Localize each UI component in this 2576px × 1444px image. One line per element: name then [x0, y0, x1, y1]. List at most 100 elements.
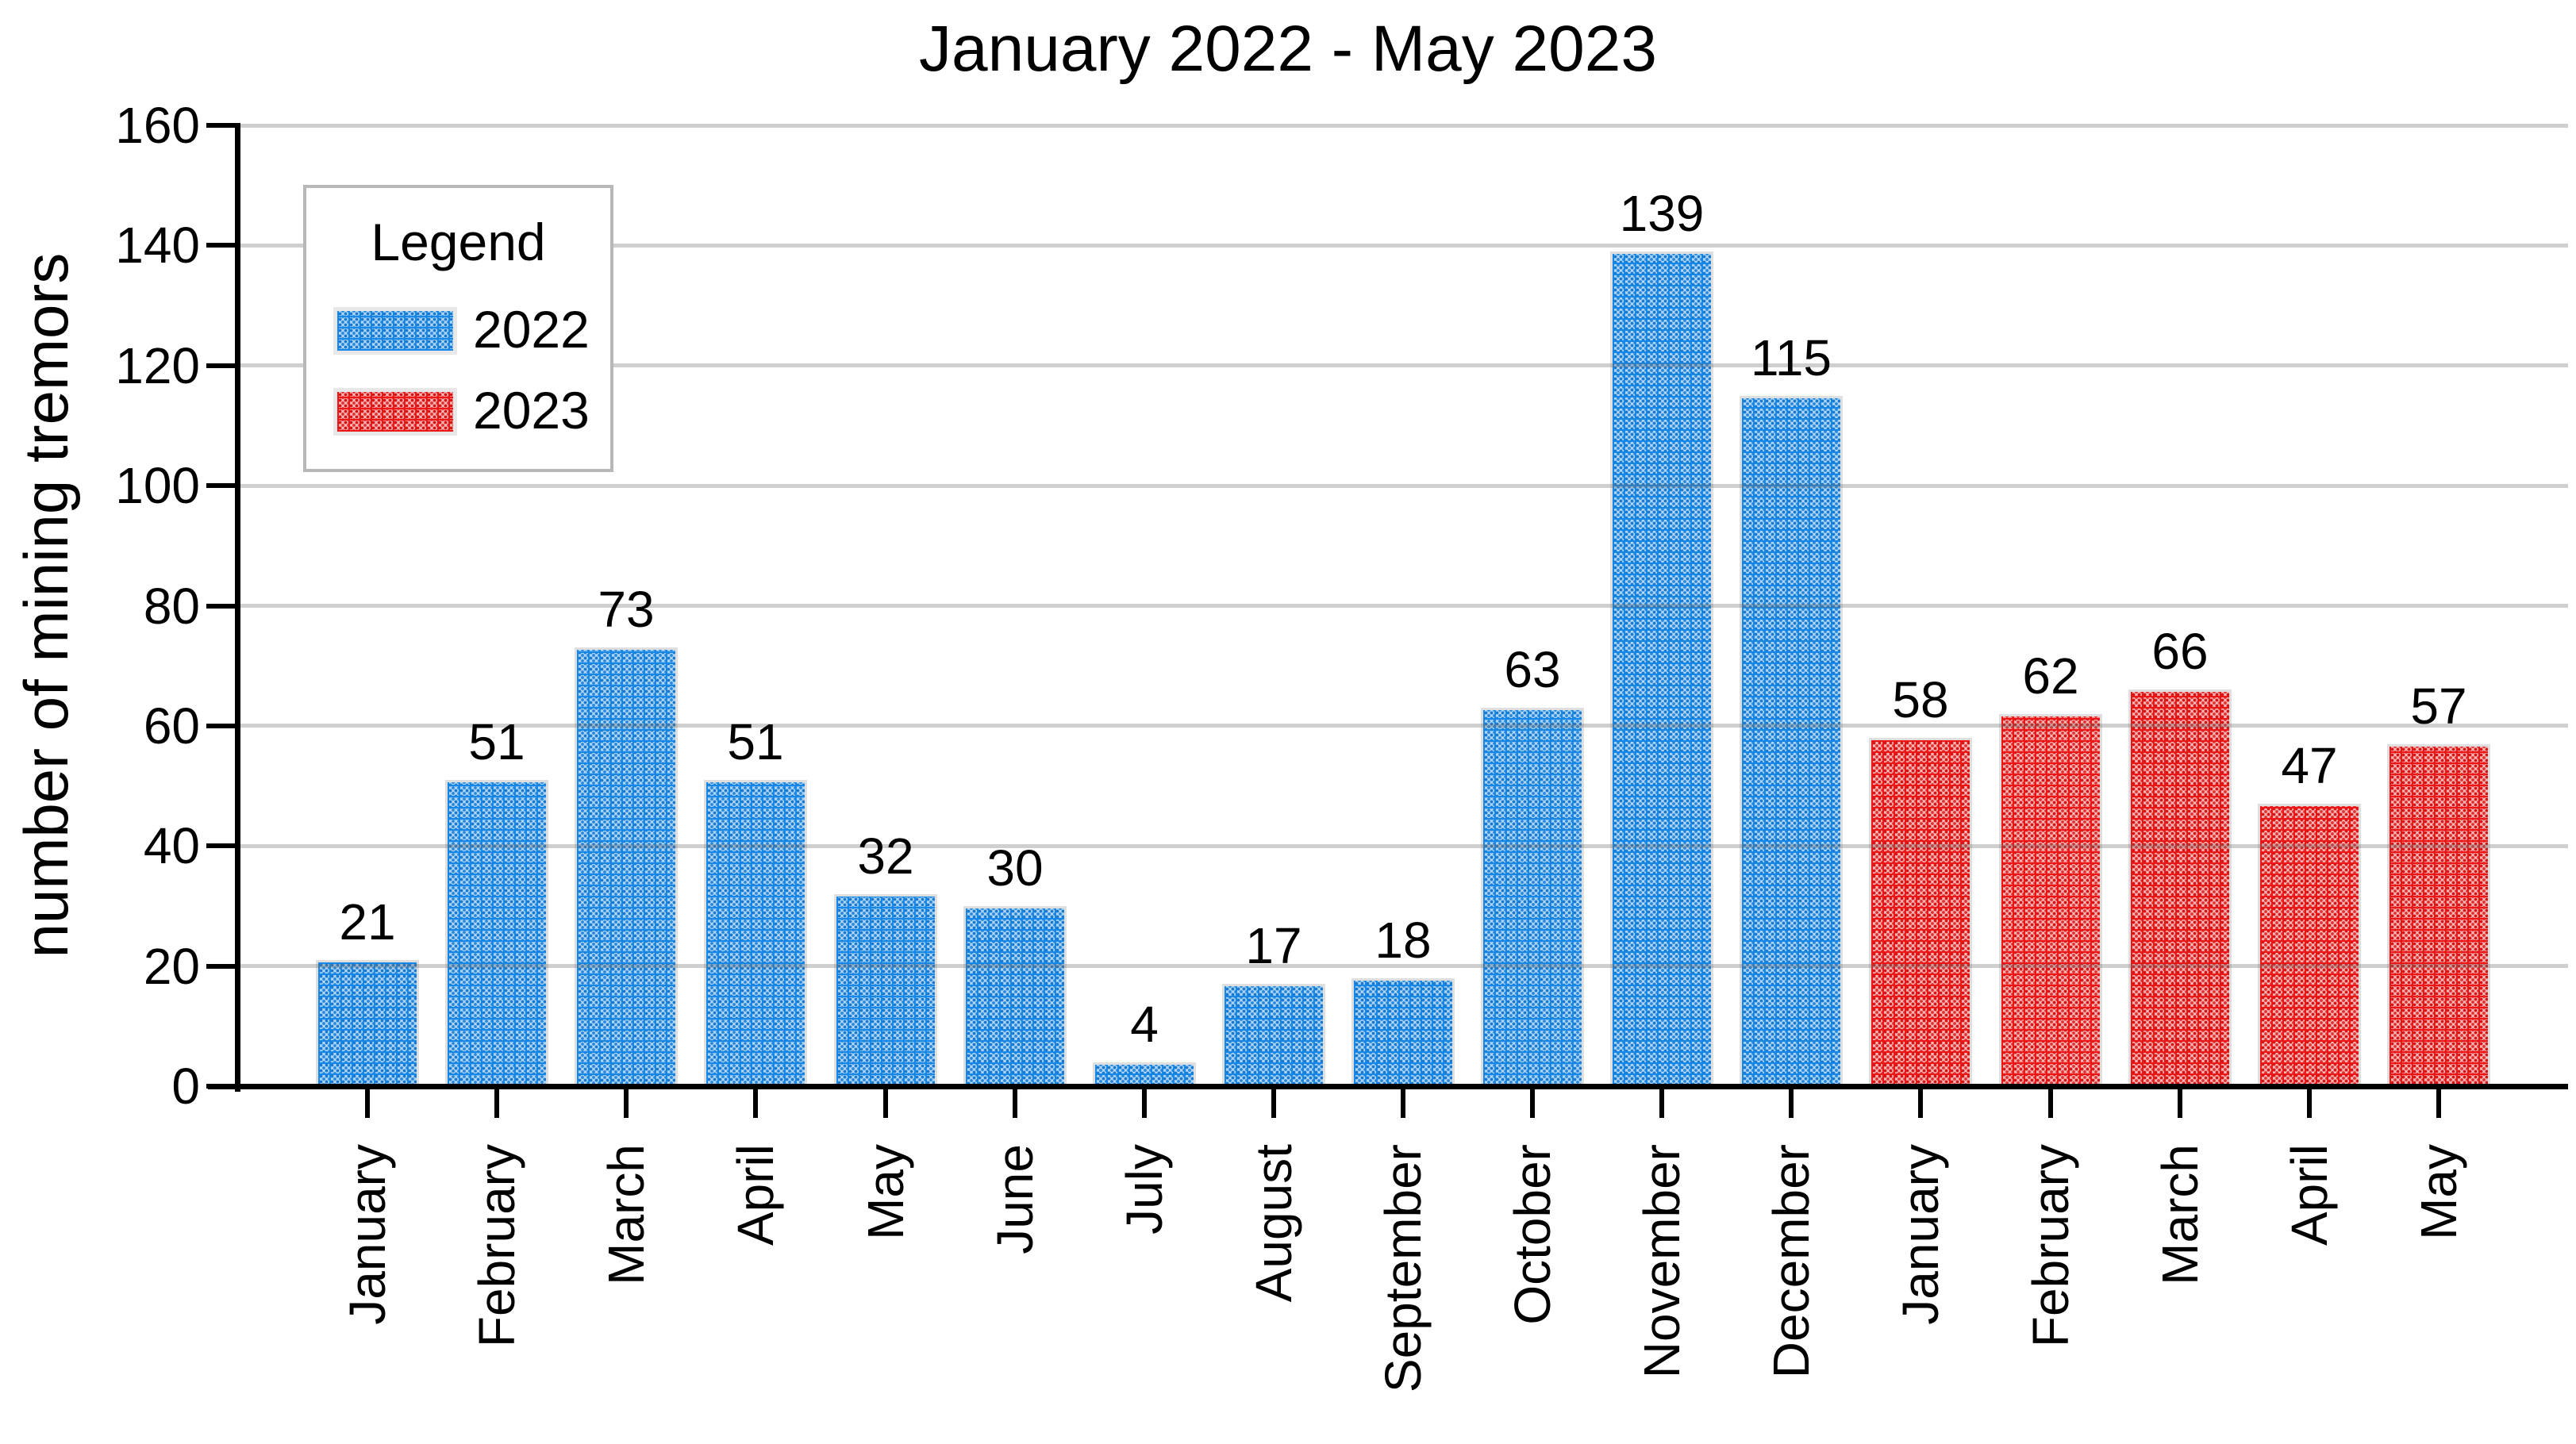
y-tick-label-100: 100	[115, 457, 200, 514]
y-tick-label-160: 160	[115, 97, 200, 154]
bar-value-label-january-2022: 21	[339, 893, 396, 951]
gridline-y-120	[238, 363, 2568, 367]
bar-value-label-june-2022: 30	[986, 839, 1044, 897]
x-tick-16	[2436, 1089, 2441, 1118]
bar-value-label-april-2023: 47	[2281, 737, 2338, 794]
bar-value-label-november-2022: 139	[1619, 185, 1705, 242]
gridline-y-100	[238, 484, 2568, 488]
y-tick-label-120: 120	[115, 337, 200, 394]
bar-march-2022	[575, 647, 678, 1089]
y-axis-line	[235, 123, 240, 1092]
y-tick-80	[206, 604, 235, 609]
y-tick-120	[206, 363, 235, 368]
x-tick-label-january-2023: January	[1892, 1144, 1949, 1325]
x-tick-label-january-2022: January	[339, 1144, 396, 1325]
x-tick-10	[1659, 1089, 1664, 1118]
bar-november-2022	[1610, 252, 1713, 1089]
x-tick-label-december-2022: December	[1763, 1144, 1820, 1379]
bar-value-label-may-2022: 32	[857, 828, 914, 885]
x-tick-label-september-2022: September	[1375, 1144, 1432, 1393]
x-tick-label-august-2022: August	[1245, 1144, 1302, 1303]
y-tick-160	[206, 123, 235, 128]
bar-april-2022	[704, 780, 807, 1089]
legend-label-2022: 2022	[473, 300, 590, 359]
x-tick-8	[1401, 1089, 1405, 1118]
x-axis-line	[208, 1084, 2568, 1089]
legend-title: Legend	[371, 213, 546, 271]
legend: Legend 2022 2023	[303, 185, 613, 472]
y-tick-60	[206, 724, 235, 728]
y-tick-label-80: 80	[143, 578, 200, 635]
bar-june-2022	[963, 906, 1067, 1089]
y-tick-label-0: 0	[171, 1058, 200, 1115]
gridline-y-20	[238, 964, 2568, 968]
y-tick-label-40: 40	[143, 817, 200, 874]
x-tick-3	[753, 1089, 758, 1118]
bar-april-2023	[2258, 804, 2361, 1089]
y-tick-140	[206, 243, 235, 248]
x-tick-label-july-2022: July	[1116, 1144, 1173, 1235]
x-tick-2	[624, 1089, 629, 1118]
x-tick-label-may-2023: May	[2410, 1144, 2467, 1240]
bar-value-label-december-2022: 115	[1750, 329, 1832, 386]
y-tick-label-20: 20	[143, 938, 200, 995]
x-tick-label-april-2023: April	[2281, 1144, 2338, 1246]
x-tick-label-june-2022: June	[986, 1144, 1044, 1254]
x-tick-12	[1918, 1089, 1923, 1118]
legend-swatch-2023	[333, 388, 457, 436]
bar-value-label-april-2022: 51	[727, 713, 784, 770]
bar-value-label-march-2022: 73	[598, 581, 655, 638]
y-tick-100	[206, 483, 235, 488]
chart-title: January 2022 - May 2023	[919, 13, 1657, 85]
bar-february-2023	[1999, 714, 2102, 1089]
x-tick-label-february-2023: February	[2022, 1144, 2079, 1348]
bar-february-2022	[445, 780, 548, 1089]
gridline-y-80	[238, 604, 2568, 608]
bar-value-label-august-2022: 17	[1245, 917, 1302, 974]
x-tick-label-february-2022: February	[468, 1144, 525, 1348]
x-tick-label-march-2023: March	[2151, 1144, 2209, 1285]
x-tick-11	[1789, 1089, 1794, 1118]
x-tick-label-march-2022: March	[598, 1144, 655, 1285]
x-tick-6	[1142, 1089, 1147, 1118]
x-tick-label-november-2022: November	[1633, 1144, 1690, 1379]
bar-october-2022	[1481, 708, 1584, 1089]
gridline-y-40	[238, 844, 2568, 848]
bar-september-2022	[1351, 978, 1455, 1089]
bar-value-label-january-2023: 58	[1892, 671, 1949, 728]
legend-label-2023: 2023	[473, 381, 590, 440]
x-tick-1	[494, 1089, 499, 1118]
x-tick-14	[2178, 1089, 2182, 1118]
gridline-y-160	[238, 124, 2568, 128]
x-tick-label-october-2022: October	[1504, 1144, 1561, 1325]
bar-january-2022	[316, 960, 419, 1089]
bar-may-2022	[834, 894, 937, 1089]
x-tick-label-may-2022: May	[857, 1144, 914, 1240]
x-tick-label-april-2022: April	[727, 1144, 784, 1246]
bar-january-2023	[1869, 738, 1972, 1089]
x-tick-15	[2307, 1089, 2312, 1118]
bar-value-label-july-2022: 4	[1130, 996, 1159, 1053]
y-tick-40	[206, 843, 235, 848]
bar-value-label-march-2023: 66	[2151, 623, 2209, 680]
gridline-y-60	[238, 724, 2568, 728]
bar-value-label-october-2022: 63	[1504, 641, 1561, 698]
bar-value-label-february-2022: 51	[468, 713, 525, 770]
bar-value-label-february-2023: 62	[2022, 647, 2079, 705]
bar-december-2022	[1740, 396, 1843, 1089]
y-tick-label-140: 140	[115, 217, 200, 274]
legend-swatch-2022	[333, 307, 457, 355]
x-tick-0	[365, 1089, 370, 1118]
y-tick-20	[206, 964, 235, 969]
gridline-y-140	[238, 244, 2568, 248]
bar-march-2023	[2128, 689, 2232, 1089]
x-tick-5	[1013, 1089, 1017, 1118]
bar-may-2023	[2387, 744, 2490, 1089]
bar-value-label-september-2022: 18	[1375, 912, 1432, 969]
bar-value-label-may-2023: 57	[2410, 678, 2467, 735]
x-tick-7	[1271, 1089, 1276, 1118]
y-tick-label-60: 60	[143, 697, 200, 755]
x-tick-4	[883, 1089, 888, 1118]
x-tick-9	[1530, 1089, 1535, 1118]
